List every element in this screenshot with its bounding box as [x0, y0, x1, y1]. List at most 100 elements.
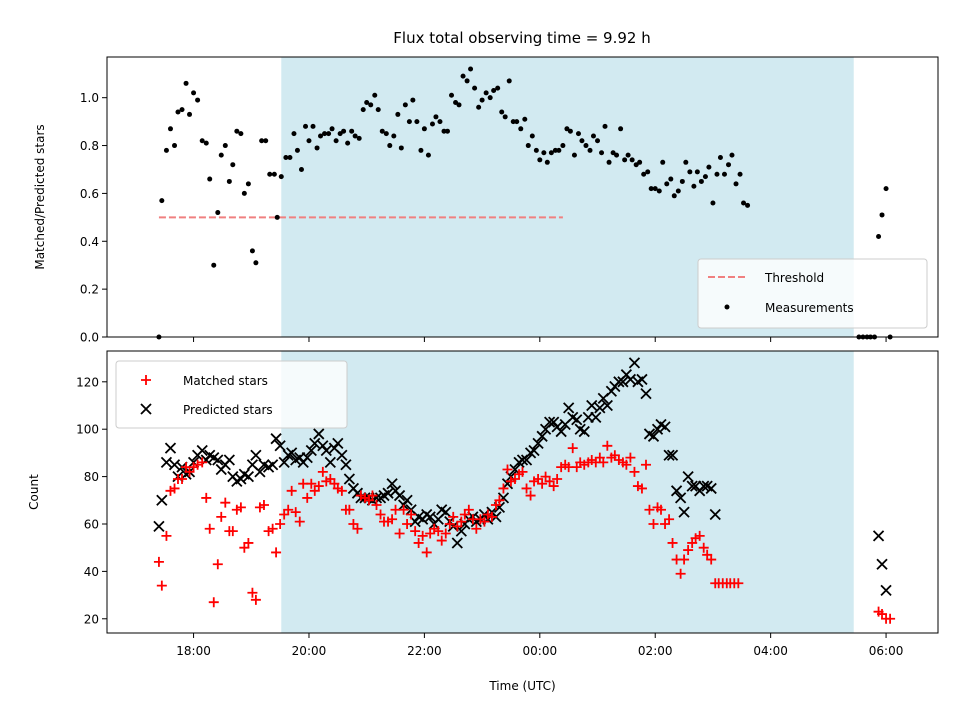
measurement-point: [314, 145, 320, 151]
measurement-point: [203, 140, 209, 146]
measurement-point: [341, 128, 347, 134]
predicted-star-point: [571, 414, 583, 426]
x-tick-label: 06:00: [869, 644, 904, 658]
measurement-point: [468, 66, 474, 72]
predicted-star-point: [254, 466, 266, 478]
measurement-point: [641, 171, 647, 177]
matched-star-point: [664, 514, 675, 525]
matched-star-point: [471, 523, 482, 534]
matched-star-point: [629, 466, 640, 477]
measurement-point: [444, 128, 450, 134]
matched-star-point: [698, 542, 709, 553]
x-tick-label: 20:00: [292, 644, 327, 658]
matched-star-point: [552, 473, 563, 484]
measurement-point: [737, 171, 743, 177]
matched-star-point: [352, 523, 363, 534]
measurement-point: [506, 78, 512, 84]
measurement-point: [191, 90, 197, 96]
predicted-star-point: [266, 459, 279, 471]
measurement-point: [552, 147, 558, 153]
matched-star-point: [267, 523, 278, 534]
measurement-point: [159, 198, 165, 204]
predicted-star-point: [301, 452, 313, 464]
bottom-plot-frame: [106, 350, 939, 634]
matched-star-point: [306, 478, 317, 489]
predicted-star-point: [543, 416, 556, 428]
measurement-point: [207, 176, 213, 182]
measurement-point: [560, 143, 566, 149]
predicted-star-point: [880, 584, 892, 596]
matched-star-point: [486, 511, 497, 522]
legend-measurements-label: Measurements: [765, 301, 854, 315]
measurement-point: [274, 214, 280, 220]
predicted-star-point: [709, 508, 721, 521]
predicted-star-point: [235, 473, 247, 485]
measurement-point: [387, 143, 393, 149]
measurement-point: [606, 159, 612, 165]
measurement-point: [402, 102, 408, 108]
measurement-point: [241, 190, 247, 196]
predicted-star-point: [242, 470, 255, 483]
x-tick-label: 02:00: [638, 644, 673, 658]
predicted-star-point: [340, 459, 352, 471]
matched-star-point: [204, 523, 215, 534]
measurement-point: [267, 171, 273, 177]
measurement-point: [710, 200, 716, 206]
matched-star-point: [640, 459, 651, 470]
measurement-point: [283, 155, 289, 161]
matched-star-point: [156, 580, 167, 591]
matched-star-point: [502, 464, 513, 475]
matched-star-point: [290, 507, 301, 518]
observing-window-shade: [281, 351, 854, 633]
predicted-star-point: [532, 437, 544, 450]
matched-star-point: [367, 490, 378, 501]
predicted-star-point: [343, 473, 356, 485]
top-y-tick-label: 0.2: [80, 283, 99, 297]
measurement-point: [533, 147, 539, 153]
measurement-point: [364, 99, 370, 105]
matched-star-point: [247, 587, 258, 598]
measurement-point: [660, 159, 666, 165]
measurement-point: [714, 171, 720, 177]
predicted-star-point: [451, 537, 463, 549]
matched-star-point: [683, 545, 694, 556]
measurement-point: [167, 126, 173, 132]
measurement-point: [418, 147, 424, 153]
measurement-point: [287, 155, 293, 161]
measurement-point: [456, 102, 462, 108]
matched-star-point: [410, 526, 421, 537]
measurement-point: [429, 121, 435, 127]
matched-star-point: [444, 518, 455, 529]
measurement-point: [245, 181, 251, 187]
x-tick-label: 22:00: [407, 644, 442, 658]
measurement-point: [579, 138, 585, 144]
measurement-point: [625, 152, 631, 158]
measurement-point: [414, 119, 420, 125]
measurement-point: [537, 157, 543, 163]
predicted-star-point: [586, 399, 598, 412]
matched-star-point: [885, 613, 896, 624]
predicted-star-point: [670, 485, 683, 497]
top-legend-box: [697, 258, 928, 329]
legend-matched-swatch: [141, 375, 151, 385]
measurement-point: [183, 80, 189, 86]
matched-star-point: [706, 554, 717, 565]
measurement-point: [375, 107, 381, 113]
measurement-point: [263, 138, 269, 144]
predicted-star-point: [309, 437, 321, 450]
matched-star-point: [525, 490, 536, 501]
predicted-star-point: [382, 487, 394, 499]
measurement-point: [529, 133, 535, 139]
measurement-point: [499, 109, 505, 115]
top-y-axis-label: Matched/Predicted stars: [33, 124, 47, 269]
top-y-tick-label: 0.4: [80, 235, 99, 249]
measurement-point: [541, 150, 547, 156]
measurement-point: [199, 138, 205, 144]
matched-star-point: [598, 457, 609, 468]
predicted-star-point: [332, 437, 344, 450]
measurement-point: [421, 126, 427, 132]
measurement-point: [491, 88, 497, 94]
measurement-point: [195, 97, 201, 103]
predicted-star-point: [320, 444, 332, 457]
bottom-x-ticks: 18:00 20:00 22:00 00:00 02:00 04:00 06:00: [176, 633, 903, 658]
